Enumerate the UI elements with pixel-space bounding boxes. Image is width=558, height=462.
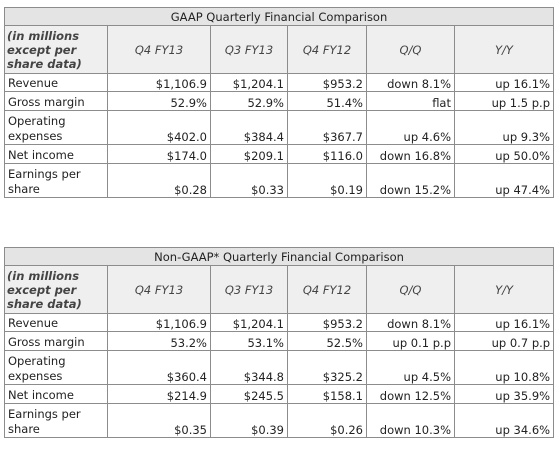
table-cell: $367.7 xyxy=(287,110,367,145)
table-cell: down 15.2% xyxy=(366,163,455,198)
table-cell: 51.4% xyxy=(287,91,367,111)
table-row: Gross margin 52.9% 52.9% 51.4% flat up 1… xyxy=(4,91,555,111)
table-cell: $1,204.1 xyxy=(210,73,288,92)
gaap-comparison-table: GAAP Quarterly Financial Comparison (in … xyxy=(3,7,555,198)
table-cell: down 16.8% xyxy=(366,144,455,164)
table-cell: up 0.1 p.p xyxy=(366,331,455,351)
units-label: (in millions except per share data) xyxy=(4,265,108,314)
table-cell: $0.28 xyxy=(107,163,211,198)
table-row: Net income $174.0 $209.1 $116.0 down 16.… xyxy=(4,144,555,164)
table-cell: $0.19 xyxy=(287,163,367,198)
row-label: Operating expenses xyxy=(4,110,108,145)
table-cell: $360.4 xyxy=(107,350,211,385)
table-cell: $245.5 xyxy=(210,384,288,404)
table-title: Non-GAAP* Quarterly Financial Comparison xyxy=(3,247,555,266)
table-cell: up 0.7 p.p xyxy=(453,331,555,351)
units-label: (in millions except per share data) xyxy=(4,25,108,74)
table-cell: up 10.8% xyxy=(453,350,555,385)
table-cell: 52.5% xyxy=(287,331,367,351)
col-header: Y/Y xyxy=(453,265,555,314)
table-cell: $402.0 xyxy=(107,110,211,145)
col-header: Q4 FY13 xyxy=(107,25,211,74)
row-label: Net income xyxy=(4,384,108,404)
table-cell: up 16.1% xyxy=(453,73,555,92)
row-label: Gross margin xyxy=(4,91,108,111)
col-header: Q/Q xyxy=(366,265,455,314)
table-cell: $0.33 xyxy=(210,163,288,198)
table-cell: up 16.1% xyxy=(453,313,555,332)
table-cell: $1,106.9 xyxy=(107,73,211,92)
table-title-row: Non-GAAP* Quarterly Financial Comparison xyxy=(3,247,555,266)
table-cell: $344.8 xyxy=(210,350,288,385)
table-cell: up 35.9% xyxy=(453,384,555,404)
table-cell: $953.2 xyxy=(287,313,367,332)
table-row: Gross margin 53.2% 53.1% 52.5% up 0.1 p.… xyxy=(4,331,555,351)
non-gaap-comparison-table: Non-GAAP* Quarterly Financial Comparison… xyxy=(3,247,555,438)
row-label: Revenue xyxy=(4,73,108,92)
table-row: Revenue $1,106.9 $1,204.1 $953.2 down 8.… xyxy=(4,313,555,332)
table-cell: up 4.6% xyxy=(366,110,455,145)
table-row: Operating expenses $360.4 $344.8 $325.2 … xyxy=(4,350,555,385)
row-label: Revenue xyxy=(4,313,108,332)
header-row: (in millions except per share data) Q4 F… xyxy=(4,25,555,74)
table-cell: 52.9% xyxy=(210,91,288,111)
table-cell: down 10.3% xyxy=(366,403,455,438)
table-cell: down 12.5% xyxy=(366,384,455,404)
row-label: Gross margin xyxy=(4,331,108,351)
table-cell: $1,204.1 xyxy=(210,313,288,332)
col-header: Q4 FY12 xyxy=(287,265,367,314)
row-label: Earnings per share xyxy=(4,163,108,198)
col-header: Q/Q xyxy=(366,25,455,74)
table-row: Earnings per share $0.28 $0.33 $0.19 dow… xyxy=(4,163,555,198)
table-title-row: GAAP Quarterly Financial Comparison xyxy=(3,7,555,26)
table-cell: up 9.3% xyxy=(453,110,555,145)
row-label: Operating expenses xyxy=(4,350,108,385)
header-row: (in millions except per share data) Q4 F… xyxy=(4,265,555,314)
table-cell: $384.4 xyxy=(210,110,288,145)
table-cell: 53.2% xyxy=(107,331,211,351)
col-header: Q3 FY13 xyxy=(210,265,288,314)
row-label: Earnings per share xyxy=(4,403,108,438)
table-cell: $953.2 xyxy=(287,73,367,92)
table-cell: $0.35 xyxy=(107,403,211,438)
col-header: Q4 FY12 xyxy=(287,25,367,74)
table-row: Operating expenses $402.0 $384.4 $367.7 … xyxy=(4,110,555,145)
table-cell: $0.26 xyxy=(287,403,367,438)
table-cell: down 8.1% xyxy=(366,313,455,332)
table-cell: $209.1 xyxy=(210,144,288,164)
table-cell: up 1.5 p.p xyxy=(453,91,555,111)
col-header: Q3 FY13 xyxy=(210,25,288,74)
table-title: GAAP Quarterly Financial Comparison xyxy=(3,7,555,26)
table-cell: up 50.0% xyxy=(453,144,555,164)
table-cell: flat xyxy=(366,91,455,111)
table-cell: up 4.5% xyxy=(366,350,455,385)
table-cell: 53.1% xyxy=(210,331,288,351)
table-row: Earnings per share $0.35 $0.39 $0.26 dow… xyxy=(4,403,555,438)
table-row: Net income $214.9 $245.5 $158.1 down 12.… xyxy=(4,384,555,404)
table-cell: 52.9% xyxy=(107,91,211,111)
table-cell: $325.2 xyxy=(287,350,367,385)
row-label: Net income xyxy=(4,144,108,164)
table-cell: up 34.6% xyxy=(453,403,555,438)
table-cell: $158.1 xyxy=(287,384,367,404)
table-cell: $174.0 xyxy=(107,144,211,164)
col-header: Y/Y xyxy=(453,25,555,74)
table-cell: $214.9 xyxy=(107,384,211,404)
table-cell: $1,106.9 xyxy=(107,313,211,332)
table-cell: down 8.1% xyxy=(366,73,455,92)
table-cell: $0.39 xyxy=(210,403,288,438)
col-header: Q4 FY13 xyxy=(107,265,211,314)
table-cell: $116.0 xyxy=(287,144,367,164)
table-row: Revenue $1,106.9 $1,204.1 $953.2 down 8.… xyxy=(4,73,555,92)
table-cell: up 47.4% xyxy=(453,163,555,198)
